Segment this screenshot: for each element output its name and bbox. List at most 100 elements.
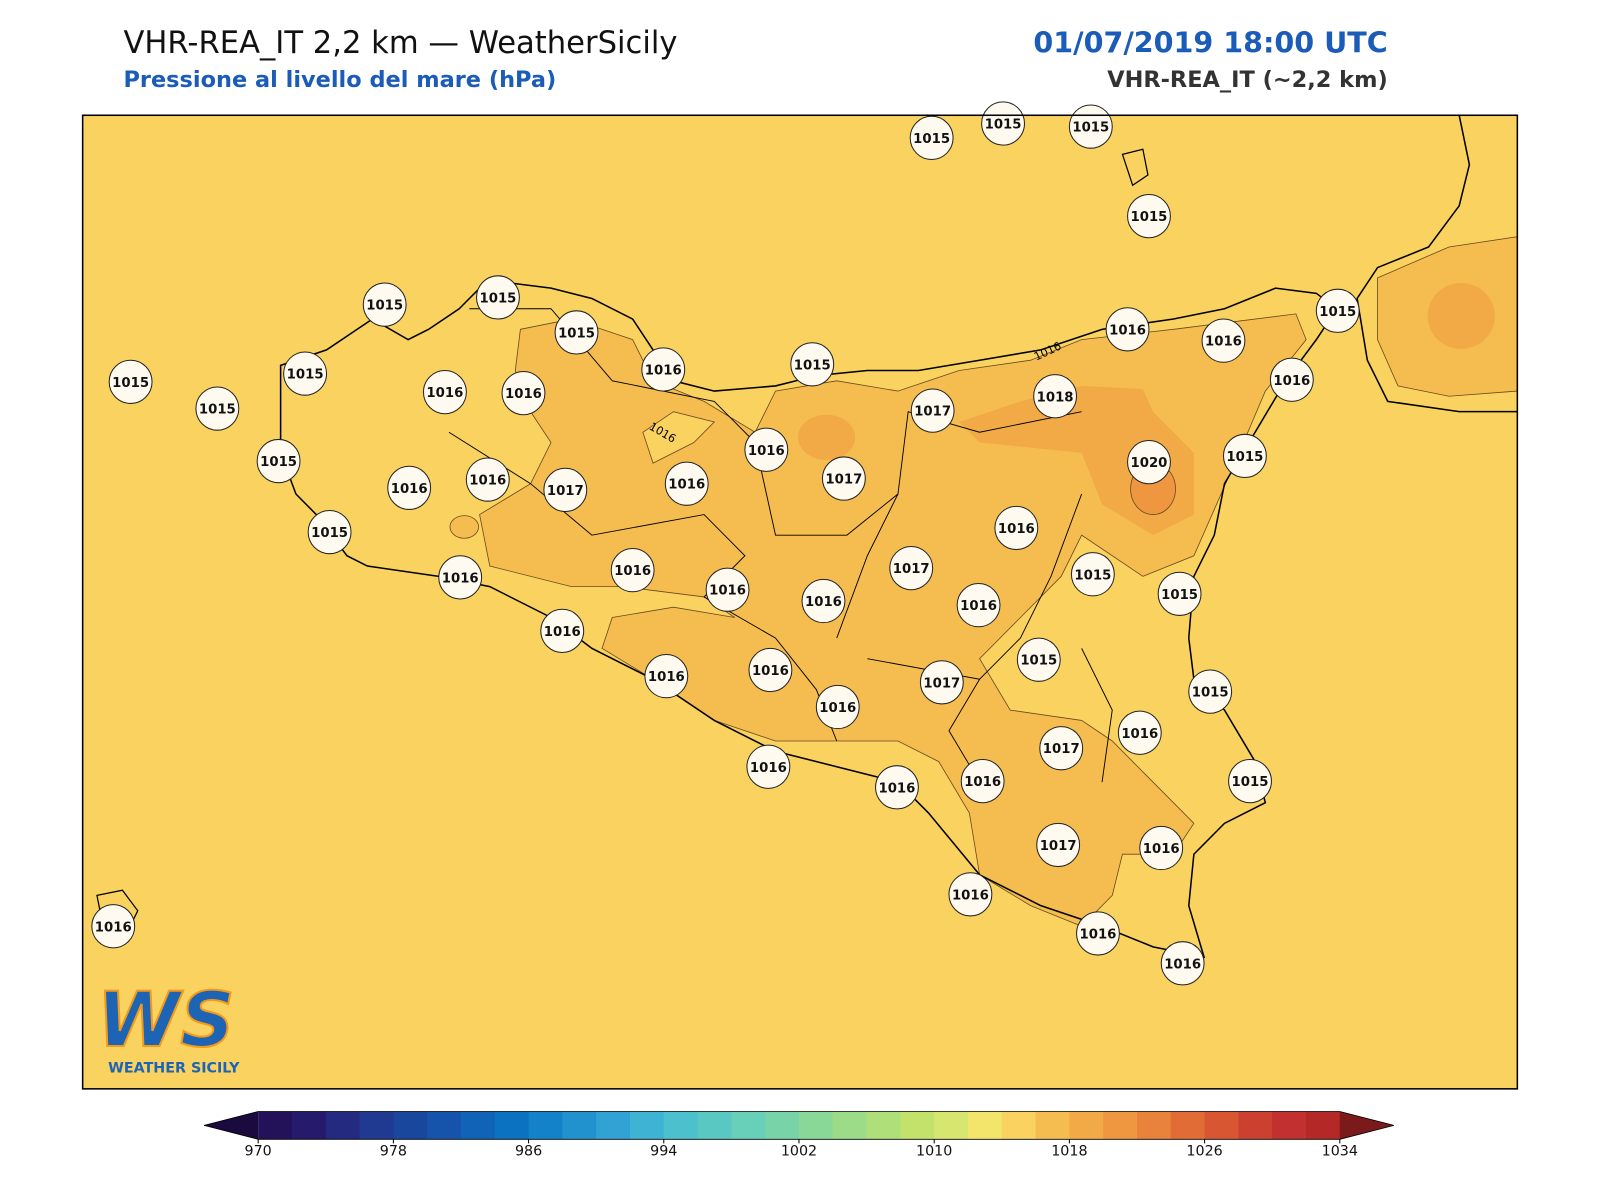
- station-value: 1015: [1074, 568, 1111, 583]
- station: 1016: [540, 608, 585, 654]
- station: 1015: [1315, 288, 1360, 333]
- colorbar-box: [1103, 1111, 1138, 1140]
- colorbar-tick-label: 1026: [1186, 1144, 1222, 1160]
- station: 1016: [1269, 357, 1314, 402]
- station-value: 1017: [825, 473, 862, 488]
- station: 1016: [1076, 911, 1120, 956]
- station-marker: [956, 583, 1001, 628]
- station: 1015: [283, 351, 328, 396]
- station: 1017: [543, 467, 588, 513]
- station: 1015: [554, 310, 599, 355]
- colorbar-box: [596, 1111, 631, 1140]
- station-value: 1015: [794, 358, 831, 373]
- station-marker: [1139, 825, 1184, 871]
- colorbar-box: [765, 1111, 800, 1140]
- station: 1015: [1127, 193, 1171, 239]
- province-border: [448, 308, 1113, 783]
- station-marker: [1033, 374, 1078, 419]
- station-value: 1016: [878, 781, 915, 796]
- station: 1015: [981, 101, 1025, 146]
- station: 1015: [307, 509, 352, 555]
- station-marker: [801, 578, 846, 624]
- station: 1017: [1036, 822, 1081, 868]
- station: 1015: [909, 115, 954, 161]
- station-value: 1015: [1192, 686, 1229, 701]
- station: 1016: [664, 461, 709, 506]
- station: 1015: [1016, 637, 1061, 682]
- colorbar-box: [1035, 1111, 1070, 1140]
- station-value: 1015: [199, 403, 236, 418]
- station-value: 1015: [985, 117, 1022, 132]
- stations: 1015 1015 1015 1015 1015 1015 1015 1016 1015 1016…: [91, 101, 1360, 986]
- logo-text: WEATHER SICILY: [108, 1060, 240, 1076]
- station-value: 1016: [645, 363, 682, 378]
- station-value: 1017: [923, 676, 960, 691]
- station: 1016: [465, 457, 510, 502]
- station-value: 1016: [95, 920, 132, 935]
- station-value: 1016: [748, 444, 785, 459]
- station: 1017: [889, 545, 934, 591]
- colorbar-box: [967, 1111, 1003, 1140]
- colorbar-box: [291, 1111, 327, 1140]
- colorbar-tick-label: 1002: [781, 1144, 817, 1160]
- station-value: 1015: [1020, 654, 1057, 669]
- station-value: 1017: [1043, 742, 1080, 757]
- colorbar-box: [900, 1111, 935, 1140]
- station: 1015: [1228, 759, 1272, 804]
- station-marker: [1315, 288, 1360, 333]
- station-marker: [476, 275, 520, 320]
- colorbar-tick-label: 994: [650, 1144, 677, 1160]
- station: 1015: [1068, 104, 1113, 149]
- station-value: 1016: [614, 564, 651, 579]
- station-marker: [1222, 433, 1267, 479]
- station: 1015: [790, 342, 835, 387]
- colorbar-under: [204, 1111, 259, 1140]
- logo: WS WEATHER SICILY: [96, 975, 240, 1077]
- colorbar-box: [731, 1111, 766, 1140]
- station-value: 1016: [1205, 335, 1242, 350]
- station-value: 1016: [1109, 323, 1146, 338]
- station-marker: [256, 438, 301, 484]
- station-marker: [1269, 357, 1314, 402]
- station-value: 1017: [547, 484, 584, 499]
- station-value: 1015: [1072, 121, 1109, 136]
- station-value: 1017: [1040, 839, 1077, 854]
- station-value: 1015: [1131, 210, 1168, 225]
- station-value: 1016: [1164, 957, 1201, 972]
- station: 1016: [1139, 825, 1184, 871]
- colorbar-box: [1204, 1111, 1239, 1140]
- station: 1016: [1160, 941, 1205, 986]
- colorbar: 970 978 986 994 1002 1010 1018 1026 1034: [203, 1111, 1394, 1160]
- station: 1016: [815, 684, 860, 730]
- station: 1015: [1188, 669, 1233, 714]
- station-value: 1015: [913, 132, 950, 147]
- station: 1015: [476, 275, 520, 320]
- colorbar-box: [1238, 1111, 1273, 1140]
- station-value: 1018: [1037, 390, 1074, 405]
- station-value: 1016: [964, 775, 1001, 790]
- station-marker: [1127, 193, 1171, 239]
- station-value: 1016: [1143, 842, 1180, 857]
- station-value: 1016: [805, 595, 842, 610]
- station-value: 1015: [558, 326, 595, 341]
- station-value: 1016: [668, 478, 705, 493]
- station-marker: [960, 759, 1005, 804]
- station-marker: [790, 342, 835, 387]
- station-marker: [465, 457, 510, 502]
- station-marker: [438, 555, 483, 600]
- station-value: 1016: [648, 670, 685, 685]
- station: 1015: [1157, 571, 1202, 616]
- station-marker: [875, 765, 919, 810]
- colorbar-box: [359, 1111, 394, 1140]
- station-value: 1016: [469, 474, 506, 489]
- station-marker: [91, 904, 136, 949]
- station-value: 1016: [819, 701, 856, 716]
- station-value: 1015: [1319, 305, 1356, 320]
- station: 1016: [641, 347, 686, 392]
- colorbar-box: [460, 1111, 496, 1140]
- colorbar-box: [1170, 1111, 1206, 1140]
- station: 1015: [362, 282, 407, 327]
- station-marker: [919, 660, 964, 705]
- station-value: 1017: [914, 405, 951, 420]
